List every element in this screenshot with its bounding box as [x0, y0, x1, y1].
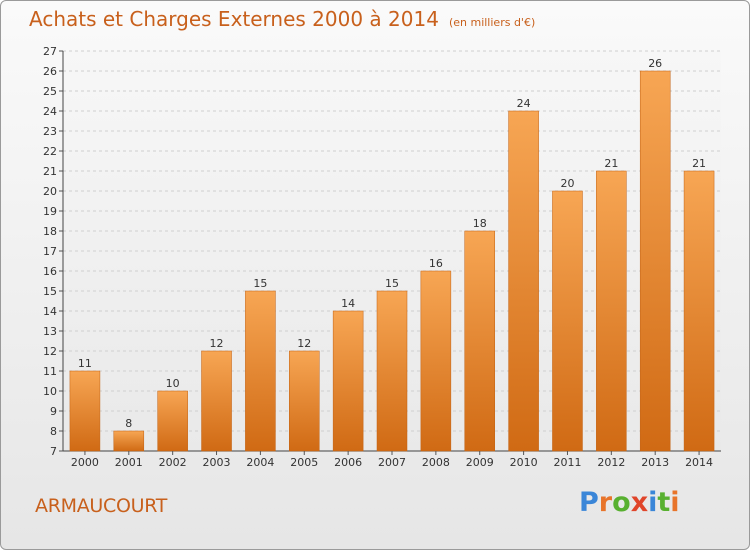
- value-label-2008: 16: [429, 257, 443, 270]
- bar-2001: [113, 430, 145, 452]
- y-tick-label: 13: [43, 325, 57, 338]
- bar-2002: [157, 390, 188, 452]
- value-label-2011: 20: [560, 177, 574, 190]
- y-tick-label: 17: [43, 245, 57, 258]
- logo-letter: r: [598, 487, 613, 518]
- value-label-2006: 14: [341, 297, 355, 310]
- x-tick-label-2010: 2010: [510, 456, 538, 469]
- x-tick-label-2014: 2014: [685, 456, 713, 469]
- bar-2014: [683, 170, 715, 452]
- y-tick-label: 16: [43, 265, 57, 278]
- y-tick-label: 7: [50, 445, 57, 458]
- value-label-2002: 10: [166, 377, 180, 390]
- town-name: ARMAUCOURT: [35, 495, 168, 517]
- value-label-2013: 26: [648, 57, 662, 70]
- logo-letter: i: [648, 487, 658, 518]
- bar-2005: [289, 350, 320, 452]
- x-tick-label-2001: 2001: [115, 456, 143, 469]
- logo-letter: P: [579, 487, 599, 518]
- value-label-2012: 21: [604, 157, 618, 170]
- bar-2006: [332, 310, 364, 452]
- y-tick-label: 27: [43, 45, 57, 58]
- x-tick-label-2006: 2006: [334, 456, 362, 469]
- value-label-2010: 24: [517, 97, 531, 110]
- y-tick-label: 12: [43, 345, 57, 358]
- value-label-2005: 12: [297, 337, 311, 350]
- y-tick-label: 23: [43, 125, 57, 138]
- chart-subtitle: (en milliers d'€): [448, 16, 536, 29]
- y-tick-label: 24: [43, 105, 57, 118]
- bar-2012: [596, 170, 627, 452]
- y-tick-label: 20: [43, 185, 57, 198]
- y-tick-label: 21: [43, 165, 57, 178]
- x-tick-label-2009: 2009: [466, 456, 494, 469]
- y-tick-label: 11: [43, 365, 57, 378]
- x-tick-label-2002: 2002: [159, 456, 187, 469]
- y-tick-label: 10: [43, 385, 57, 398]
- value-label-2000: 11: [78, 357, 92, 370]
- y-tick-label: 9: [50, 405, 57, 418]
- value-label-2009: 18: [473, 217, 487, 230]
- logo-letter: x: [630, 487, 649, 518]
- logo-letter: t: [657, 487, 671, 518]
- x-tick-label-2008: 2008: [422, 456, 450, 469]
- bar-2000: [69, 370, 101, 452]
- bar-2003: [201, 350, 232, 452]
- logo-letter: i: [670, 487, 680, 518]
- y-tick-label: 14: [43, 305, 57, 318]
- bar-2009: [464, 230, 495, 452]
- chart-title: Achats et Charges Externes 2000 à 2014 (e…: [29, 7, 536, 31]
- y-tick-label: 15: [43, 285, 57, 298]
- x-tick-label-2005: 2005: [290, 456, 318, 469]
- bar-2013: [639, 70, 671, 452]
- x-tick-label-2012: 2012: [597, 456, 625, 469]
- bar-2004: [245, 290, 276, 452]
- y-tick-label: 18: [43, 225, 57, 238]
- x-tick-label-2000: 2000: [71, 456, 99, 469]
- bar-2008: [420, 270, 452, 452]
- y-tick-label: 19: [43, 205, 57, 218]
- x-tick-label-2013: 2013: [641, 456, 669, 469]
- x-tick-label-2003: 2003: [203, 456, 231, 469]
- x-tick-label-2011: 2011: [553, 456, 581, 469]
- value-label-2007: 15: [385, 277, 399, 290]
- y-tick-label: 26: [43, 65, 57, 78]
- x-tick-label-2004: 2004: [246, 456, 274, 469]
- y-tick-label: 22: [43, 145, 57, 158]
- value-label-2014: 21: [692, 157, 706, 170]
- logo-letter: o: [612, 487, 631, 518]
- value-label-2004: 15: [253, 277, 267, 290]
- bar-2011: [552, 190, 583, 452]
- proxiti-logo[interactable]: Proxiti: [579, 487, 680, 518]
- y-tick-label: 25: [43, 85, 57, 98]
- y-tick-label: 8: [50, 425, 57, 438]
- value-label-2003: 12: [210, 337, 224, 350]
- x-tick-label-2007: 2007: [378, 456, 406, 469]
- bar-2010: [508, 110, 539, 452]
- value-label-2001: 8: [125, 417, 132, 430]
- bar-2007: [376, 290, 408, 452]
